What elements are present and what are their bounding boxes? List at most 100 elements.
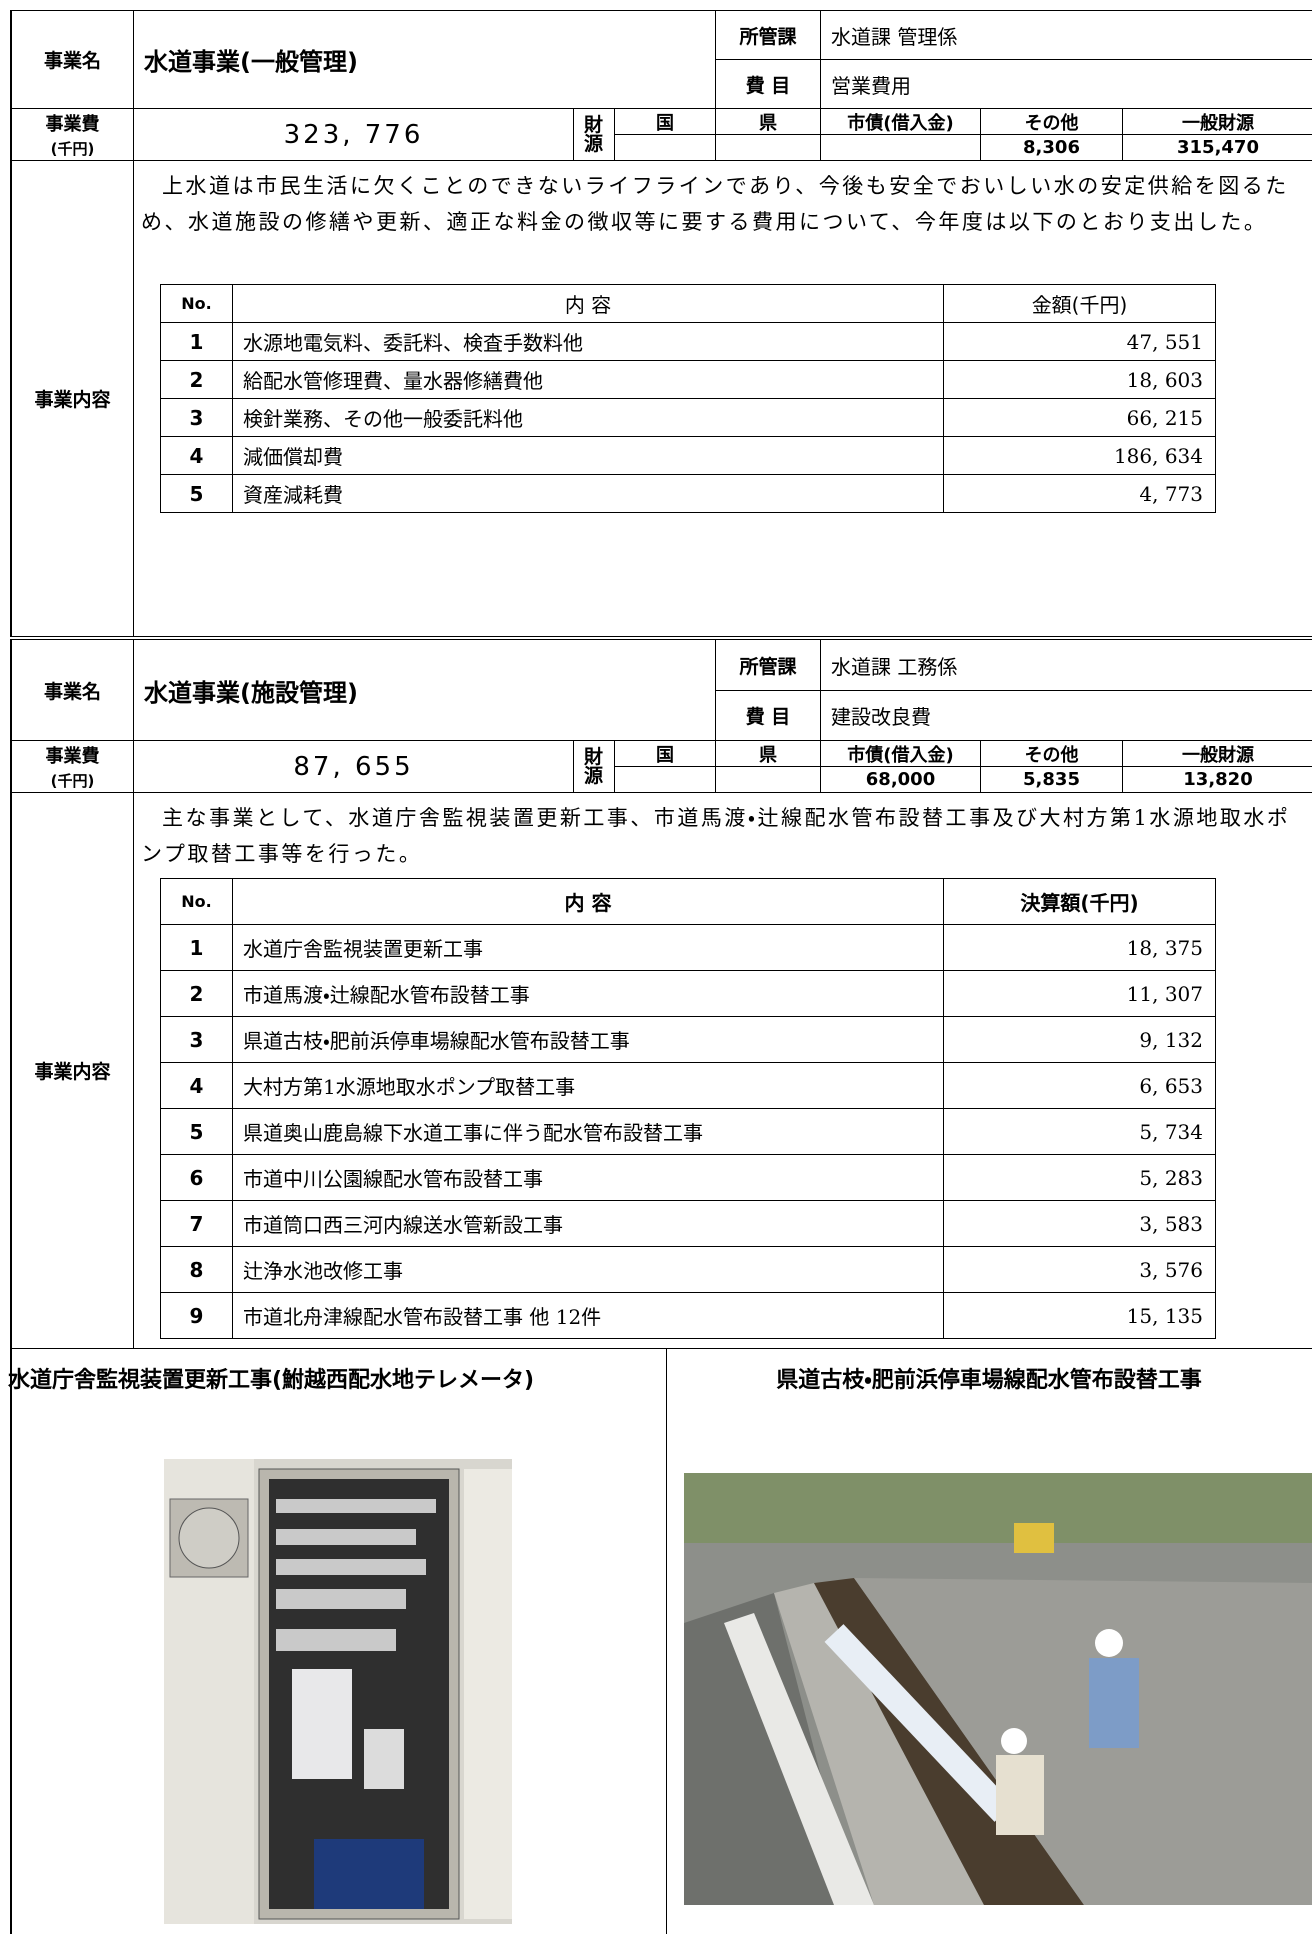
table-cell: 大村方第1水源地取水ポンプ取替工事 [232,1062,944,1109]
source-label: 県 [715,740,821,767]
source-label: その他 [980,740,1123,767]
table-cell: 2 [160,360,233,399]
label-cell: 事業費 (千円) [10,740,134,793]
table-cell: 3, 583 [943,1200,1216,1247]
project-name: 水道事業(一般管理) [133,10,716,109]
table-cell: 3 [160,1016,233,1063]
label: 事業内容 [10,160,134,637]
source-value: 315,470 [1122,134,1312,161]
value: 水道課 管理係 [820,10,1312,60]
label: (千円) [50,140,95,158]
table-cell: 7 [160,1200,233,1247]
table-header: No. [160,878,233,925]
table-cell: 4, 773 [943,474,1216,513]
content-cell [133,792,1312,1349]
table-header: 金額(千円) [943,284,1216,323]
table-header: 決算額(千円) [943,878,1216,925]
label: 事業内容 [10,792,134,1349]
table-cell: 5 [160,474,233,513]
source-label: 一般財源 [1122,740,1312,767]
source-label: 市債(借入金) [820,740,981,767]
photo-control-panel [164,1459,512,1924]
label: 財源 [573,740,615,793]
table-cell: 4 [160,436,233,475]
table-cell: 県道奥山鹿島線下水道工事に伴う配水管布設替工事 [232,1108,944,1155]
table-cell: 市道筒口西三河内線送水管新設工事 [232,1200,944,1247]
source-label: 国 [614,740,716,767]
source-label: 市債(借入金) [820,108,981,135]
table-cell: 186, 634 [943,436,1216,475]
source-value: 8,306 [980,134,1123,161]
table-cell: 6 [160,1154,233,1201]
table-cell: 市道馬渡・辻線配水管布設替工事 [232,970,944,1017]
label: 事業名 [10,10,134,109]
label: 所管課 [715,639,821,691]
source-label: その他 [980,108,1123,135]
table-cell: 3 [160,398,233,437]
table-cell: 9, 132 [943,1016,1216,1063]
table-cell: 検針業務、その他一般委託料他 [232,398,944,437]
table-cell: 18, 603 [943,360,1216,399]
value: 建設改良費 [820,690,1312,741]
content-cell [133,160,1312,637]
table-cell: 給配水管修理費、量水器修繕費他 [232,360,944,399]
source-value [614,766,716,793]
value: 水道課 工務係 [820,639,1312,691]
table-cell: 15, 135 [943,1292,1216,1339]
table-cell: 市道中川公園線配水管布設替工事 [232,1154,944,1201]
table-cell: 9 [160,1292,233,1339]
source-value [820,134,981,161]
cost-amount: 87, 655 [133,740,574,793]
table-cell: 47, 551 [943,322,1216,361]
table-cell: 66, 215 [943,398,1216,437]
table-cell: 水道庁舎監視装置更新工事 [232,924,944,971]
source-label: 県 [715,108,821,135]
cost-amount: 323, 776 [133,108,574,161]
table-cell: 辻浄水池改修工事 [232,1246,944,1293]
table-cell: 水源地電気料、委託料、検査手数料他 [232,322,944,361]
label: 費 目 [715,690,821,741]
source-value: 5,835 [980,766,1123,793]
table-cell: 5, 734 [943,1108,1216,1155]
table-cell: 市道北舟津線配水管布設替工事 他 12件 [232,1292,944,1339]
source-label: 一般財源 [1122,108,1312,135]
table-cell: 減価償却費 [232,436,944,475]
label: 所管課 [715,10,821,60]
label: 事業費 [45,114,100,135]
photo-pipe-work [684,1473,1312,1905]
table-header: 内 容 [232,284,944,323]
label-cell: 事業費 (千円) [10,108,134,161]
source-value [614,134,716,161]
label: 事業費 [45,746,100,767]
description: 主な事業として、水道庁舎監視装置更新工事、市道馬渡・辻線配水管布設替工事及び大村… [141,806,1291,866]
table-cell: 8 [160,1246,233,1293]
table-cell: 4 [160,1062,233,1109]
table-cell: 6, 653 [943,1062,1216,1109]
table-cell: 県道古枝・肥前浜停車場線配水管布設替工事 [232,1016,944,1063]
project-name: 水道事業(施設管理) [133,639,716,741]
table-header: No. [160,284,233,323]
table-cell: 資産減耗費 [232,474,944,513]
label: (千円) [50,772,95,790]
table-cell: 2 [160,970,233,1017]
table-cell: 11, 307 [943,970,1216,1017]
table-cell: 18, 375 [943,924,1216,971]
photo-caption: 県道古枝・肥前浜停車場線配水管布設替工事 [776,1368,1202,1393]
label: 財源 [573,108,615,161]
photo-caption: 水道庁舎監視装置更新工事(鮒越西配水地テレメータ) [8,1368,535,1393]
table-cell: 3, 576 [943,1246,1216,1293]
source-value: 68,000 [820,766,981,793]
source-label: 国 [614,108,716,135]
table-header: 内 容 [232,878,944,925]
source-value [715,134,821,161]
value: 営業費用 [820,59,1312,109]
table-cell: 1 [160,924,233,971]
divider [666,1348,667,1934]
source-value [715,766,821,793]
label: 費 目 [715,59,821,109]
table-cell: 1 [160,322,233,361]
source-value: 13,820 [1122,766,1312,793]
label: 事業名 [10,639,134,741]
description: 上水道は市民生活に欠くことのできないライフラインであり、今後も安全でおいしい水の… [141,174,1289,234]
